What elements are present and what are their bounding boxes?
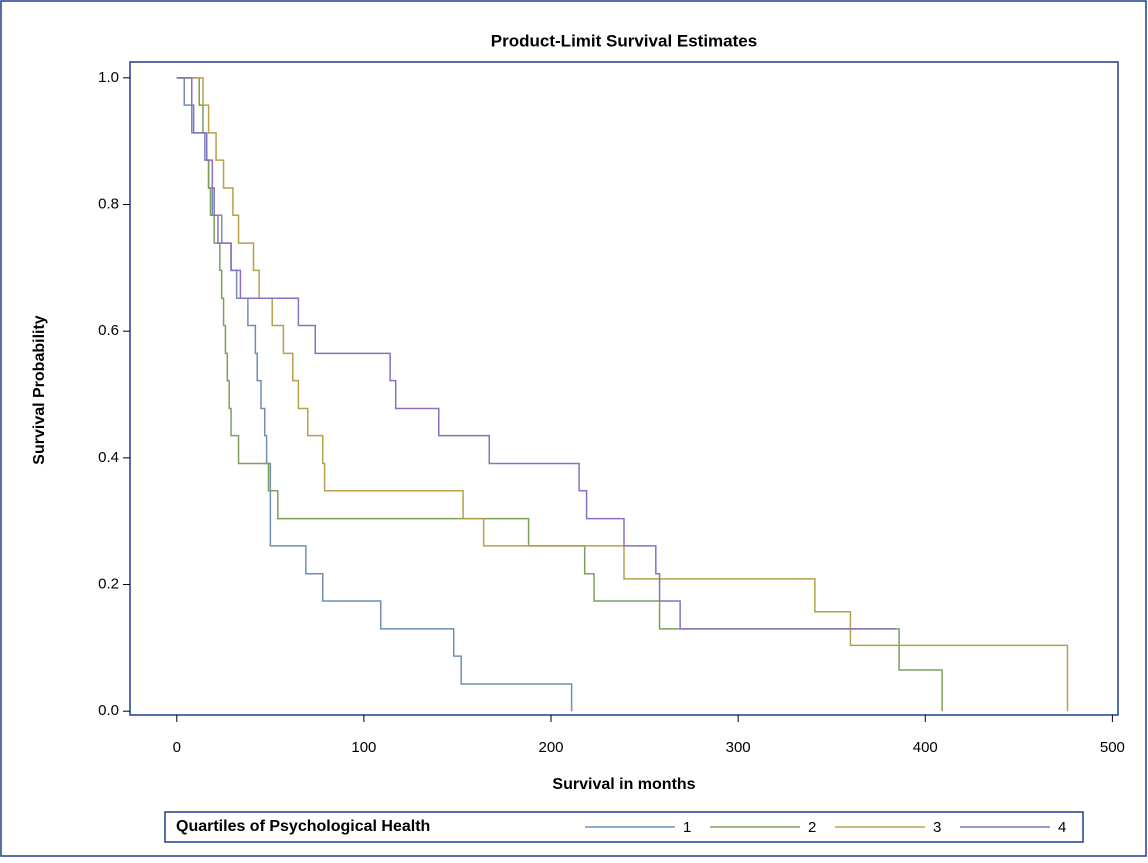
- y-tick-label: 1.0: [98, 69, 119, 86]
- legend-title: Quartiles of Psychological Health: [176, 818, 430, 835]
- x-tick-label: 500: [1100, 739, 1125, 756]
- y-tick-label: 0.4: [98, 449, 119, 466]
- legend-label: 4: [1058, 819, 1066, 836]
- y-tick-label: 0.0: [98, 702, 119, 719]
- x-tick-label: 100: [351, 739, 376, 756]
- y-tick-label: 0.2: [98, 575, 119, 592]
- y-tick-label: 0.6: [98, 322, 119, 339]
- x-tick-label: 400: [913, 739, 938, 756]
- x-axis-title: Survival in months: [552, 776, 695, 793]
- x-tick-label: 0: [173, 739, 181, 756]
- survival-curve: [176, 77, 896, 630]
- legend-label: 3: [933, 819, 941, 836]
- x-tick-label: 200: [539, 739, 564, 756]
- y-axis-title: Survival Probability: [31, 315, 48, 464]
- y-tick-label: 0.8: [98, 195, 119, 212]
- x-tick-label: 300: [726, 739, 751, 756]
- legend-label: 1: [683, 819, 691, 836]
- legend-label: 2: [808, 819, 816, 836]
- chart-title: Product-Limit Survival Estimates: [491, 31, 757, 50]
- plot-frame: [129, 61, 1119, 716]
- survival-curve: [176, 77, 943, 712]
